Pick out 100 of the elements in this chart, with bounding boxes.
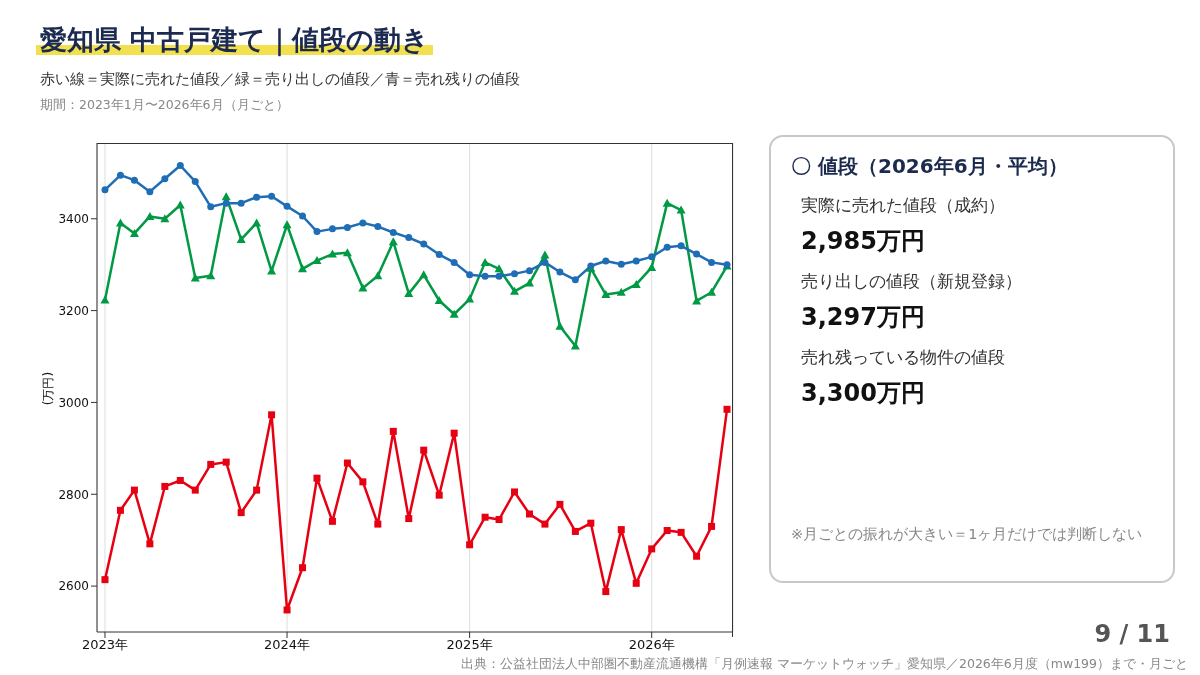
y-tick-label: 2800 xyxy=(58,487,89,502)
point xyxy=(495,272,503,280)
point xyxy=(510,286,520,295)
point xyxy=(495,516,503,524)
point xyxy=(116,171,124,179)
point xyxy=(601,290,611,299)
point xyxy=(647,262,657,271)
point xyxy=(556,500,564,508)
point xyxy=(571,276,579,284)
point xyxy=(328,517,336,525)
point xyxy=(237,509,245,517)
point xyxy=(130,486,138,494)
point xyxy=(435,491,443,499)
point xyxy=(435,251,443,259)
point xyxy=(587,519,595,527)
text: 〇 値段（2026年6月・平均） xyxy=(791,153,1068,180)
point xyxy=(405,515,413,523)
point xyxy=(388,237,398,246)
point xyxy=(662,198,672,207)
point xyxy=(541,258,549,266)
point xyxy=(282,220,292,229)
point xyxy=(556,268,564,276)
text: ※月ごとの振れが大きい＝1ヶ月だけでは判断しない xyxy=(791,525,1143,544)
point xyxy=(465,294,475,303)
point xyxy=(267,266,277,275)
point xyxy=(450,258,458,266)
point xyxy=(343,223,351,231)
point xyxy=(145,211,155,220)
point xyxy=(632,257,640,265)
point xyxy=(420,240,428,248)
point xyxy=(207,203,215,211)
point xyxy=(359,219,367,227)
point xyxy=(236,234,246,243)
point xyxy=(373,271,383,280)
point xyxy=(723,405,731,413)
point xyxy=(511,270,519,278)
x-tick-label: 2026年 xyxy=(628,637,675,653)
point xyxy=(206,271,216,280)
point xyxy=(420,446,428,454)
point xyxy=(146,540,154,548)
point xyxy=(540,250,550,259)
point xyxy=(481,272,489,280)
point xyxy=(253,486,261,494)
point xyxy=(191,178,199,186)
point xyxy=(101,186,109,194)
point xyxy=(663,527,671,535)
point xyxy=(342,248,352,257)
chart-subtitle: 赤い線＝実際に売れた値段／緑＝売り出しの値段／青＝売れ残りの値段 xyxy=(40,70,520,89)
point xyxy=(161,482,169,490)
point xyxy=(602,588,610,596)
point xyxy=(237,199,245,207)
point xyxy=(343,459,351,467)
point xyxy=(693,552,701,560)
point xyxy=(480,257,490,266)
point xyxy=(631,279,641,288)
point xyxy=(222,199,230,207)
point xyxy=(693,250,701,258)
point xyxy=(327,249,337,258)
point xyxy=(555,321,565,330)
point xyxy=(283,202,291,210)
point xyxy=(100,295,110,304)
point xyxy=(708,522,716,530)
point xyxy=(405,234,413,242)
point xyxy=(525,510,533,518)
y-tick-label: 3200 xyxy=(58,303,89,318)
text: 3,300万円 xyxy=(801,378,925,409)
text: 9 / 11 xyxy=(1094,620,1170,648)
point xyxy=(222,458,230,466)
point xyxy=(707,287,717,296)
point xyxy=(525,267,533,275)
point xyxy=(419,270,429,279)
point xyxy=(313,228,321,236)
text: 売れ残っている物件の値段 xyxy=(801,347,1005,369)
point xyxy=(434,295,444,304)
point xyxy=(129,228,139,237)
point xyxy=(328,225,336,233)
point xyxy=(481,513,489,521)
y-axis-title: (万円) xyxy=(39,370,56,408)
point xyxy=(116,506,124,514)
point xyxy=(648,545,656,553)
point xyxy=(176,476,184,484)
point xyxy=(207,460,215,468)
point xyxy=(253,193,261,201)
point xyxy=(449,309,459,318)
text: 実際に売れた値段（成約） xyxy=(801,195,1005,217)
point xyxy=(283,606,291,614)
point xyxy=(708,258,716,266)
point xyxy=(511,488,519,496)
point xyxy=(632,579,640,587)
point xyxy=(616,287,626,296)
point xyxy=(404,289,414,298)
y-tick-label: 3000 xyxy=(58,395,89,410)
point xyxy=(571,527,579,535)
point xyxy=(466,271,474,279)
point xyxy=(663,243,671,251)
point xyxy=(299,212,307,220)
point xyxy=(617,526,625,534)
point xyxy=(161,175,169,183)
point xyxy=(313,474,321,482)
point xyxy=(130,176,138,184)
